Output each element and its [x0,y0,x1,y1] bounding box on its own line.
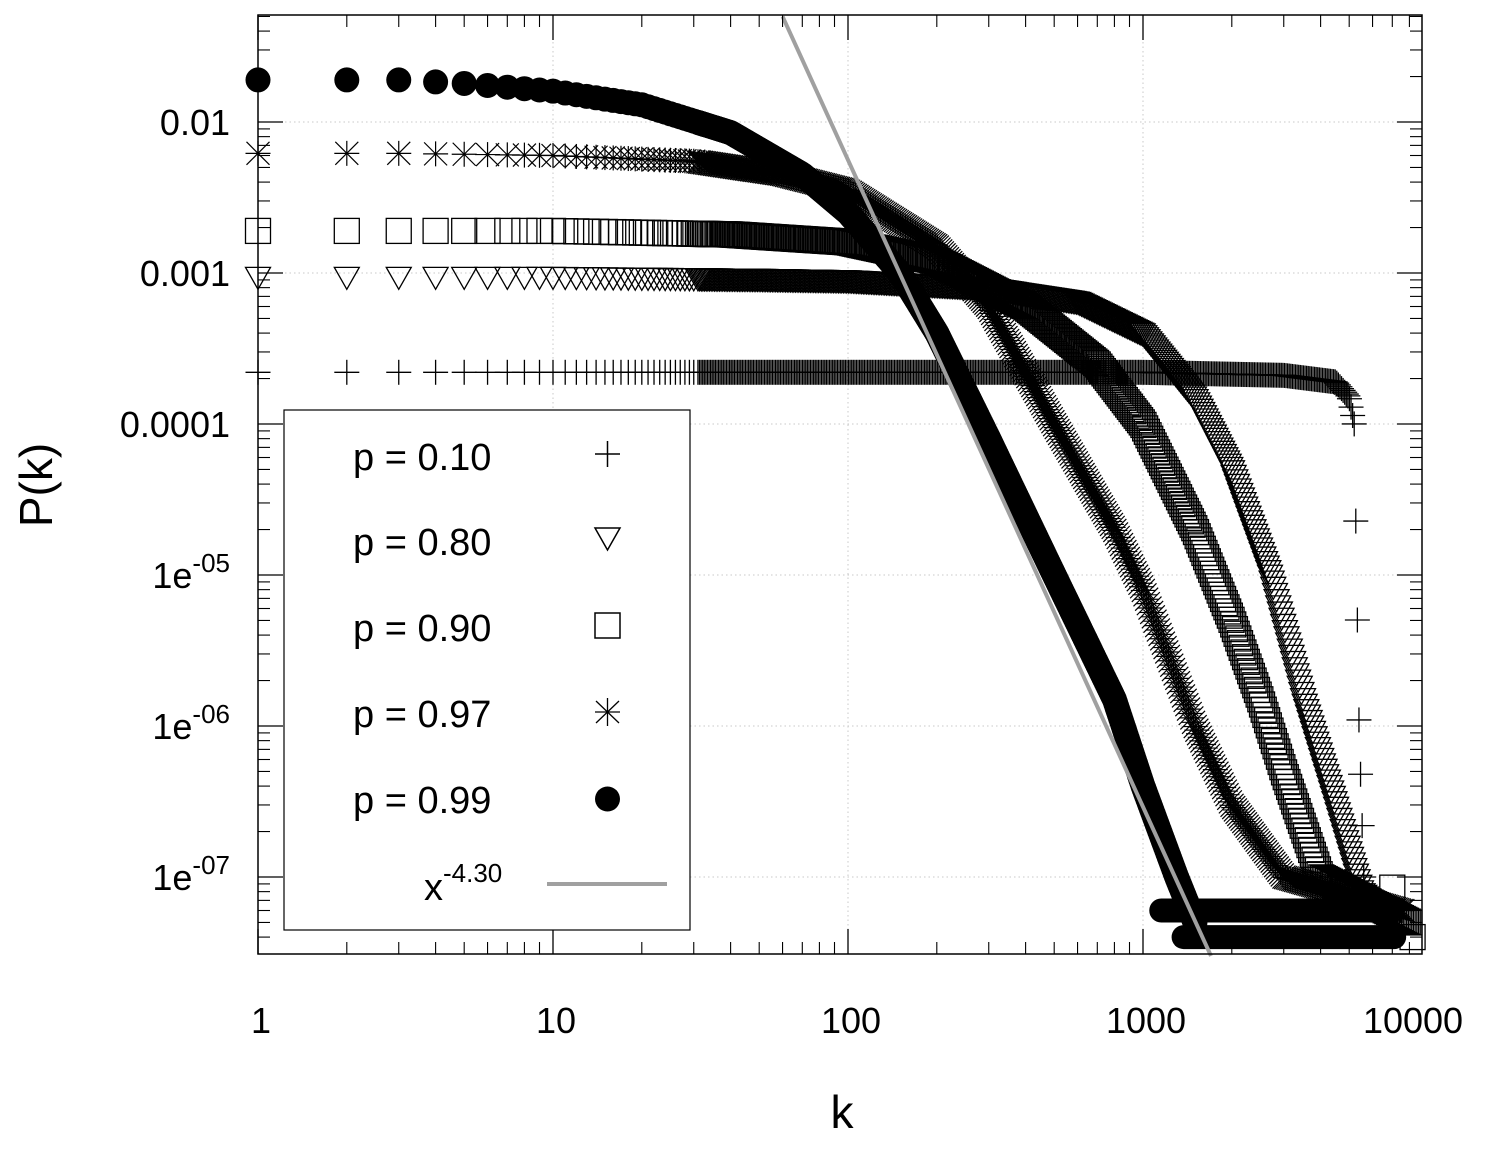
y-tick-label: 0.001 [140,253,230,294]
x-tick-label: 1 [251,1000,271,1041]
legend-label-p090: p = 0.90 [353,608,491,650]
y-tick-labels: 0.01 0.001 0.0001 1e-05 1e-06 1e-07 [120,102,230,898]
x-tick-label: 10000 [1363,1000,1463,1041]
y-tick-label: 1e-05 [152,548,230,596]
fit-line [780,15,1213,957]
y-tick-label: 1e-06 [152,699,230,747]
asterisk-icon [595,698,620,726]
data-series [244,67,1426,951]
axis-ticks [257,15,1422,954]
legend-label-p010: p = 0.10 [353,437,491,479]
legend: p = 0.10 p = 0.80 p = 0.90 p = 0.97 p = … [283,409,691,931]
legend-label-p097: p = 0.97 [353,694,491,736]
y-tick-label: 0.01 [160,102,230,143]
x-tick-label: 1000 [1106,1000,1186,1041]
triangle-down-icon [593,527,622,552]
series-asterisk [245,140,1414,923]
power-law-fit-line [780,15,1213,957]
series-plus [245,359,1377,890]
filled-circle-icon [595,786,620,812]
legend-box [283,409,691,931]
plus-icon [595,441,620,467]
y-tick-label: 0.0001 [120,404,230,445]
legend-label-p099: p = 0.99 [353,780,491,822]
x-tick-label: 10 [536,1000,576,1041]
square-icon [594,612,621,639]
y-axis-title: P(k) [10,443,62,527]
x-axis-title: k [831,1086,855,1138]
x-tick-label: 100 [821,1000,881,1041]
y-tick-label: 1e-07 [152,850,230,898]
legend-fit-label: x-4.30 [424,858,502,909]
legend-label-p080: p = 0.80 [353,522,491,564]
x-tick-labels: 1 10 100 1000 10000 [251,1000,1463,1041]
